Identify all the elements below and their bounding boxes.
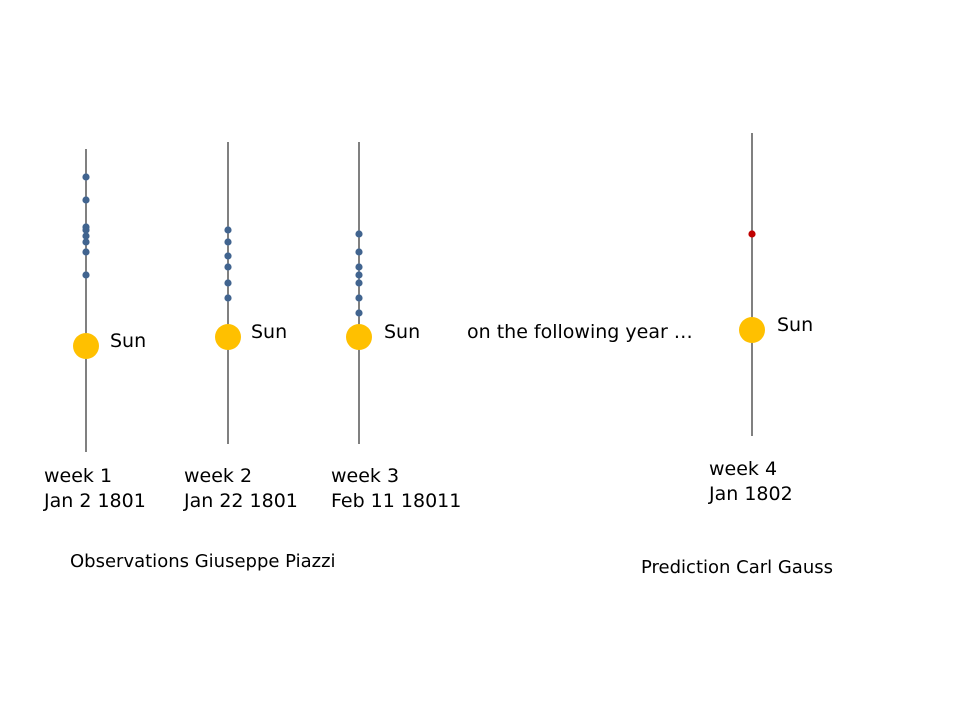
week-date: Jan 1802	[709, 483, 793, 505]
caption-prediction: Prediction Carl Gauss	[641, 557, 834, 578]
week-date: Jan 22 1801	[184, 490, 298, 512]
observation-point	[355, 248, 363, 256]
observation-point	[224, 263, 232, 271]
observation-point	[355, 263, 363, 271]
observation-point	[355, 279, 363, 287]
observation-point	[82, 238, 90, 246]
observation-point	[82, 196, 90, 204]
week-date: Jan 2 1801	[44, 490, 146, 512]
observation-point	[82, 226, 90, 234]
week-date: Feb 11 18011	[331, 490, 462, 512]
observation-point	[355, 271, 363, 279]
observation-point	[224, 226, 232, 234]
observation-point	[224, 238, 232, 246]
sun-label-week1: Sun	[110, 330, 147, 352]
sun-label-week3: Sun	[384, 321, 421, 343]
observation-point	[82, 232, 90, 240]
observation-point	[224, 279, 232, 287]
week-label-week3: week 3 Feb 11 18011	[331, 464, 461, 514]
sun-icon-week2	[215, 324, 241, 350]
week-number: week 2	[184, 465, 253, 487]
caption-observations: Observations Giuseppe Piazzi	[70, 551, 336, 572]
observation-point	[82, 271, 90, 279]
sun-icon-week4	[739, 317, 765, 343]
sun-label-week4: Sun	[777, 314, 814, 336]
sun-icon-week1	[73, 333, 99, 359]
observation-point	[355, 309, 363, 317]
observation-points-week3	[355, 230, 363, 317]
week-label-week1: week 1 Jan 2 1801	[44, 464, 146, 514]
week-label-week2: week 2 Jan 22 1801	[184, 464, 298, 514]
observation-point	[224, 252, 232, 260]
prediction-point-week4	[748, 230, 756, 238]
observation-points-week1	[82, 173, 90, 279]
observation-point	[82, 248, 90, 256]
week-number: week 4	[709, 458, 778, 480]
week-number: week 1	[44, 465, 113, 487]
observation-point	[355, 294, 363, 302]
observation-point	[224, 294, 232, 302]
following-year-text: on the following year …	[467, 321, 693, 343]
sun-label-week2: Sun	[251, 321, 288, 343]
sun-icon-week3	[346, 324, 372, 350]
week-label-week4: week 4 Jan 1802	[709, 457, 793, 507]
observation-points-week2	[224, 226, 232, 302]
week-number: week 3	[331, 465, 400, 487]
observation-point	[82, 173, 90, 181]
observation-point	[355, 230, 363, 238]
